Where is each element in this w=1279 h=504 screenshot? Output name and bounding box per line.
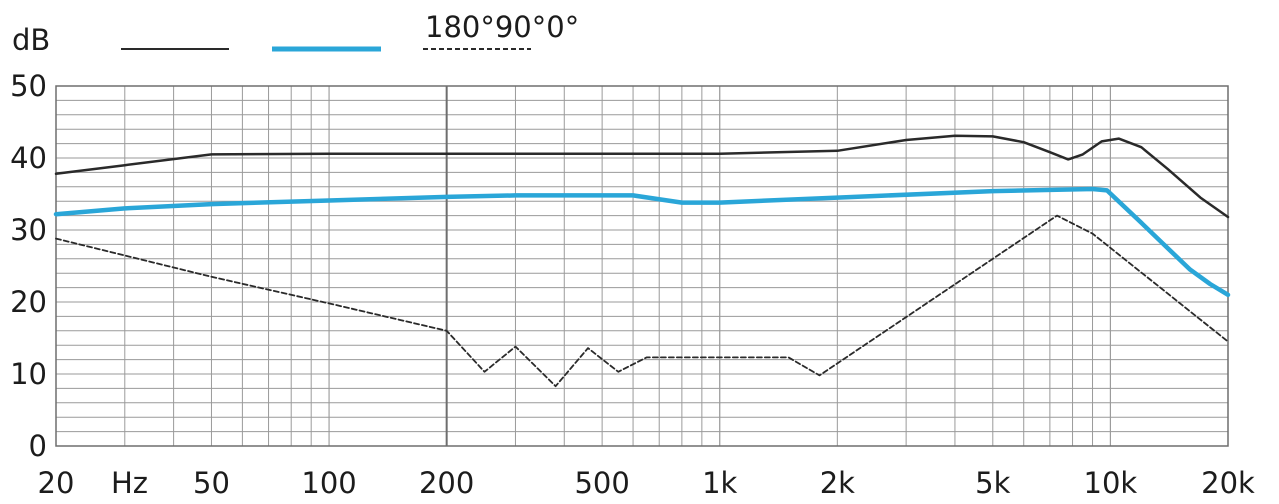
grid-major xyxy=(55,85,1229,447)
series-layer xyxy=(53,134,1231,388)
x-tick-label: 20k xyxy=(1201,466,1255,500)
x-tick-label: 500 xyxy=(574,466,629,500)
x-tick-label: 20 xyxy=(38,466,75,500)
plot-frame xyxy=(55,85,1229,447)
legend: 180°90°0° xyxy=(121,10,579,52)
y-tick-label: 20 xyxy=(10,285,47,319)
x-tick-label: 10k xyxy=(1084,466,1138,500)
x-tick-labels: 20 50 100 200 500 1k 2k 5k 10k 20k xyxy=(38,466,1256,500)
x-tick-label: 1k xyxy=(702,466,737,500)
x-axis-unit: Hz xyxy=(111,466,148,500)
y-tick-labels: 0 10 20 30 40 50 xyxy=(10,69,47,463)
y-tick-label: 40 xyxy=(10,141,47,175)
x-tick-label: 50 xyxy=(193,466,230,500)
x-tick-label: 100 xyxy=(301,466,356,500)
grid-minor xyxy=(55,85,1229,447)
y-tick-label: 0 xyxy=(29,429,47,463)
y-tick-label: 10 xyxy=(10,357,47,391)
legend-label: 180°90°0° xyxy=(425,10,579,44)
x-tick-label: 5k xyxy=(975,466,1010,500)
x-tick-label: 200 xyxy=(419,466,474,500)
series-line-3 xyxy=(55,214,1229,388)
series-line-1 xyxy=(54,134,1230,219)
y-tick-label: 50 xyxy=(10,69,47,103)
y-axis-unit: dB xyxy=(12,23,50,57)
x-tick-label: 2k xyxy=(820,466,855,500)
series-line-2 xyxy=(53,186,1231,298)
y-tick-label: 30 xyxy=(10,213,47,247)
